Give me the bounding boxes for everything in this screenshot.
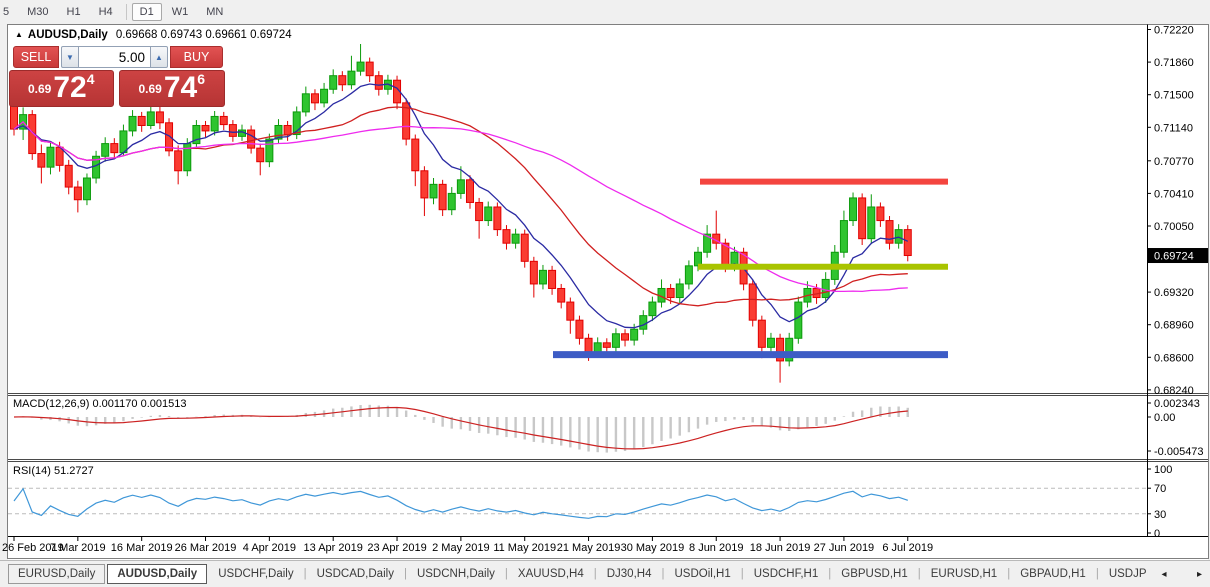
price-tick-label: 0.71500 <box>1154 90 1194 102</box>
date-tick-label: 21 May 2019 <box>557 542 621 554</box>
current-price-label: 0.69724 <box>1154 251 1194 263</box>
price-tick-label: 0.71140 <box>1154 122 1193 134</box>
macd-label: MACD(12,26,9) 0.001170 0.001513 <box>13 398 187 410</box>
sell-price-prefix: 0.69 <box>27 82 52 96</box>
chart-symbol-label: AUDUSD,Daily <box>27 29 108 41</box>
price-tick-label: 0.68960 <box>1154 320 1194 332</box>
timeframe-button-W1[interactable]: W1 <box>171 5 189 18</box>
rsi-pane <box>8 487 1147 519</box>
current-price-badge <box>1148 248 1208 264</box>
date-tick-label: 16 Mar 2019 <box>111 542 173 554</box>
price-tick-label: 0.69320 <box>1154 287 1194 299</box>
symbol-tab-bar: EURUSD,Daily AUDUSD,Daily USDCHF,Daily | USD… <box>0 560 1210 587</box>
sell-price-box[interactable]: 0.69 72 4 <box>9 70 114 107</box>
tab-gbpusd-h1[interactable]: GBPUSD,H1 <box>841 568 908 580</box>
tab-separator: | <box>593 568 597 580</box>
rsi-label: RSI(14) 51.2727 <box>13 465 94 477</box>
tab-separator: | <box>740 568 744 580</box>
macd-tick-label: 0.002343 <box>1154 398 1200 410</box>
tab-separator: | <box>828 568 832 580</box>
price-tick-label: 0.68240 <box>1154 385 1194 397</box>
toolbar-separator <box>125 3 127 20</box>
chart-header: ▲ AUDUSD,Daily 0.69668 0.69743 0.69661 0.6… <box>15 29 292 41</box>
date-tick-label: 11 May 2019 <box>493 542 556 554</box>
candles-group <box>10 43 912 383</box>
date-tick-label: 27 Jun 2019 <box>814 542 875 554</box>
macd-tick-label: 0.00 <box>1154 412 1175 424</box>
rsi-tick-label: 30 <box>1154 509 1166 521</box>
tab-scroll-right-icon[interactable]: ▸ <box>1196 568 1202 580</box>
ma-fast-line <box>13 83 909 329</box>
sell-price-pip: 4 <box>86 71 95 87</box>
sell-price-main: 72 <box>53 71 87 104</box>
tab-separator: | <box>917 568 921 580</box>
tab-separator: | <box>1095 568 1099 580</box>
tab-gbpaud-h1[interactable]: GBPAUD,H1 <box>1020 568 1086 580</box>
date-tick-label: 8 Jun 2019 <box>689 542 743 554</box>
tab-usdcad-daily[interactable]: USDCAD,Daily <box>316 568 394 580</box>
tab-eurusd-daily[interactable]: EURUSD,Daily <box>8 564 106 584</box>
tab-usdchf-h1[interactable]: USDCHF,H1 <box>753 568 819 580</box>
buy-price-main: 74 <box>163 71 198 104</box>
timeframe-button-5[interactable]: 5 <box>3 5 10 18</box>
buy-price-prefix: 0.69 <box>138 82 162 96</box>
tab-audusd-daily[interactable]: AUDUSD,Daily <box>107 564 208 584</box>
timeframe-button-H1[interactable]: H1 <box>66 5 81 18</box>
price-tick-label: 0.72220 <box>1154 25 1194 37</box>
volume-decrease-button[interactable]: ▼ <box>61 46 79 68</box>
tab-usdjp[interactable]: USDJP <box>1108 568 1147 580</box>
date-tick-label: 6 Jul 2019 <box>882 542 933 554</box>
date-tick-label: 23 Apr 2019 <box>367 542 426 554</box>
rsi-tick-label: 100 <box>1154 464 1172 476</box>
tab-separator: | <box>661 568 665 580</box>
price-tick-label: 0.70770 <box>1154 156 1194 168</box>
date-tick-label: 2 May 2019 <box>432 542 489 554</box>
price-axis[interactable]: 0.72220 0.71860 0.71500 0.71140 0.70770 0.704… <box>1147 25 1208 540</box>
timeframe-button-D1[interactable]: D1 <box>131 2 162 21</box>
buy-button[interactable]: BUY <box>170 46 223 68</box>
tab-xauusd-h4[interactable]: XAUUSD,H4 <box>517 568 584 580</box>
timeframe-button-M30[interactable]: M30 <box>27 5 49 18</box>
price-tick-label: 0.70410 <box>1154 188 1194 200</box>
macd-pane <box>13 404 909 453</box>
date-tick-label: 26 Mar 2019 <box>175 542 237 554</box>
tab-usdchf-daily[interactable]: USDCHF,Daily <box>218 568 294 580</box>
tab-separator: | <box>1007 568 1011 580</box>
price-tick-label: 0.68600 <box>1154 352 1194 364</box>
tab-separator: | <box>303 568 307 580</box>
rsi-line <box>13 487 908 519</box>
sell-button[interactable]: SELL <box>13 46 59 68</box>
one-click-trading-panel: SELL ▼ 5.00 ▲ BUY 0.69 72 4 0.69 74 6 <box>9 46 225 107</box>
volume-input[interactable]: 5.00 <box>79 46 150 68</box>
price-tick-label: 0.70050 <box>1154 221 1194 233</box>
tab-dj30-h4[interactable]: DJ30,H4 <box>606 568 652 580</box>
volume-increase-button[interactable]: ▲ <box>150 46 168 68</box>
buy-price-pip: 6 <box>197 71 206 87</box>
buy-price-box[interactable]: 0.69 74 6 <box>118 70 225 107</box>
chart-ohlc-values: 0.69668 0.69743 0.69661 0.69724 <box>115 29 292 41</box>
macd-tick-label: -0.005473 <box>1154 446 1204 458</box>
date-tick-label: 26 Feb 2019 <box>2 542 64 554</box>
date-tick-label: 18 Jun 2019 <box>750 542 811 554</box>
tab-scroll-left-icon[interactable]: ◂ <box>1161 568 1167 580</box>
date-tick-label: 7 Mar 2019 <box>50 542 106 554</box>
tab-separator: | <box>403 568 407 580</box>
date-tick-label: 13 Apr 2019 <box>304 542 363 554</box>
rsi-tick-label: 0 <box>1154 528 1160 540</box>
tab-separator: | <box>504 568 508 580</box>
tab-usdoil-h1[interactable]: USDOil,H1 <box>674 568 731 580</box>
timeframe-button-H4[interactable]: H4 <box>98 5 113 18</box>
tab-eurusd-h1[interactable]: EURUSD,H1 <box>930 568 998 580</box>
rsi-tick-label: 70 <box>1154 483 1166 495</box>
price-tick-label: 0.71860 <box>1154 57 1194 69</box>
collapse-icon[interactable]: ▲ <box>15 30 23 39</box>
date-tick-label: 30 May 2019 <box>621 542 685 554</box>
tab-usdcnh-daily[interactable]: USDCNH,Daily <box>416 568 495 580</box>
timeframe-button-MN[interactable]: MN <box>206 5 224 18</box>
date-tick-label: 4 Apr 2019 <box>243 542 296 554</box>
macd-signal-line <box>13 406 908 450</box>
